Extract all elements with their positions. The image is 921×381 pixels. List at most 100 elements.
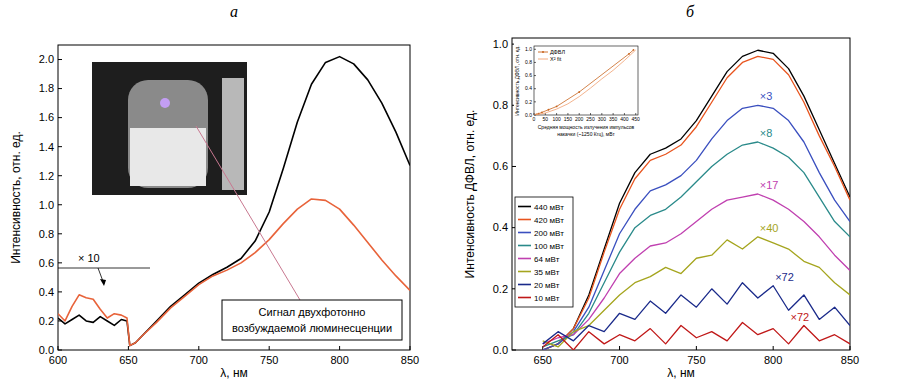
x-tick (601, 113, 602, 115)
x-tick-label: 800 (330, 354, 348, 366)
inset-legend: ДФВЛX² fit (538, 49, 565, 62)
y-tick (58, 204, 62, 205)
x-tick (198, 346, 199, 350)
x-tick-label: 400 (620, 116, 629, 122)
series-line (536, 50, 633, 114)
legend-swatch (518, 284, 531, 286)
y-tick (58, 350, 62, 351)
y-tick (512, 350, 516, 351)
x-tick (850, 346, 851, 350)
photo-bg (92, 62, 247, 195)
x-tick (339, 346, 340, 350)
legend-label: 100 мВт (534, 242, 564, 251)
axes: 6507007508008500.00.20.40.60.81.0 (493, 38, 859, 366)
legend-box (515, 197, 573, 307)
x-tick-label: 850 (401, 354, 419, 366)
x-tick-label: 150 (564, 116, 573, 122)
legend-label: X² fit (550, 56, 562, 62)
axes: 0501001502002503003504004500.00.20.40.60… (525, 46, 640, 122)
y-tick-label: 0.0 (493, 344, 508, 356)
panel-title: а (230, 3, 238, 20)
y-tick (534, 101, 536, 102)
chart-canvas: а6006507007508008500.00.20.40.60.81.01.2… (0, 0, 921, 381)
series-line (58, 199, 410, 346)
x-tick (410, 346, 411, 350)
x-tick (567, 113, 568, 115)
x-axis-label-line: накачки (~1250 Кгц), мВт (557, 131, 615, 137)
legend: 440 мВт420 мВт200 мВт100 мВт64 мВт35 мВт… (515, 197, 573, 307)
y-tick (534, 88, 536, 89)
y-tick-label: 0.4 (525, 85, 532, 91)
legend-label: 20 мВт (534, 281, 560, 290)
x-tick-label: 750 (260, 354, 278, 366)
plot-frame (512, 38, 850, 350)
y-tick-label: 0.8 (493, 99, 508, 111)
photo-vial (128, 80, 208, 188)
annotation-bar (58, 268, 150, 269)
y-tick-label: 0.0 (39, 344, 54, 356)
legend-label: 35 мВт (534, 268, 560, 277)
y-tick-label: 0.6 (39, 257, 54, 269)
legend-swatch (518, 297, 531, 299)
y-tick (58, 233, 62, 234)
series-marker (628, 53, 630, 55)
legend-marker (542, 51, 544, 53)
legend-label: 440 мВт (534, 203, 564, 212)
annotation: × 10 (78, 252, 100, 264)
panel-title: б (686, 3, 695, 20)
y-tick-label: 1.6 (39, 111, 54, 123)
x-tick-label: 200 (575, 116, 584, 122)
series-marker (548, 109, 550, 111)
y-tick-label: 1.2 (39, 170, 54, 182)
x-tick-label: 700 (190, 354, 208, 366)
x-tick (579, 113, 580, 115)
annotation-line: Сигнал двухфотонно (259, 306, 366, 318)
legend-label: ДФВЛ (550, 49, 565, 55)
series-line (543, 142, 850, 347)
y-tick-label: 0.8 (525, 59, 532, 65)
series-group (534, 49, 636, 115)
y-axis-label: Интенсивность ДФВЛ, отн. ед. (514, 45, 520, 115)
x-tick-label: 650 (119, 354, 137, 366)
series-annotation: ×17 (760, 179, 779, 191)
y-tick (58, 88, 62, 89)
y-tick-label: 0.4 (39, 286, 54, 298)
plot-frame (534, 46, 638, 115)
photo-glow (160, 98, 170, 108)
x-tick-label: 850 (841, 354, 859, 366)
annotation: Сигнал двухфотонновозбуждаемой люминесце… (232, 306, 392, 334)
legend-swatch (518, 271, 531, 273)
y-tick (58, 175, 62, 176)
legend-swatch (518, 219, 531, 221)
legend-label: 200 мВт (534, 229, 564, 238)
photo-label (130, 128, 206, 186)
series-line (543, 237, 850, 347)
legend-label: 10 мВт (534, 294, 560, 303)
legend-swatch (518, 258, 531, 260)
x-axis-label-line: Средняя мощность излучения импульсов (538, 124, 635, 130)
legend-swatch (538, 52, 548, 53)
series-group (58, 57, 410, 346)
page: {"chart_data": [ {"type": "line", "title… (0, 0, 921, 381)
x-tick-label: 750 (687, 354, 705, 366)
y-tick (534, 49, 536, 50)
y-tick-label: 0.4 (493, 221, 508, 233)
y-tick-label: 0.6 (493, 160, 508, 172)
y-tick-label: 2.0 (39, 53, 54, 65)
x-tick-label: 300 (598, 116, 607, 122)
x-tick-label: 0 (533, 116, 536, 122)
x-tick-label: 250 (586, 116, 595, 122)
legend-swatch (518, 206, 531, 208)
y-tick-label: 0.2 (39, 315, 54, 327)
x-tick-label: 650 (534, 354, 552, 366)
y-tick-label: 1.0 (493, 38, 508, 50)
y-tick-label: 0.2 (493, 283, 508, 295)
annotation-box (222, 300, 402, 340)
x-tick-label: 800 (764, 354, 782, 366)
y-axis-label: Интенсивность, отн. ед. (9, 131, 23, 264)
x-tick (128, 346, 129, 350)
y-tick-label: 1.4 (39, 141, 54, 153)
x-tick-label: 100 (552, 116, 561, 122)
inset-box (514, 40, 642, 144)
x-tick (613, 113, 614, 115)
